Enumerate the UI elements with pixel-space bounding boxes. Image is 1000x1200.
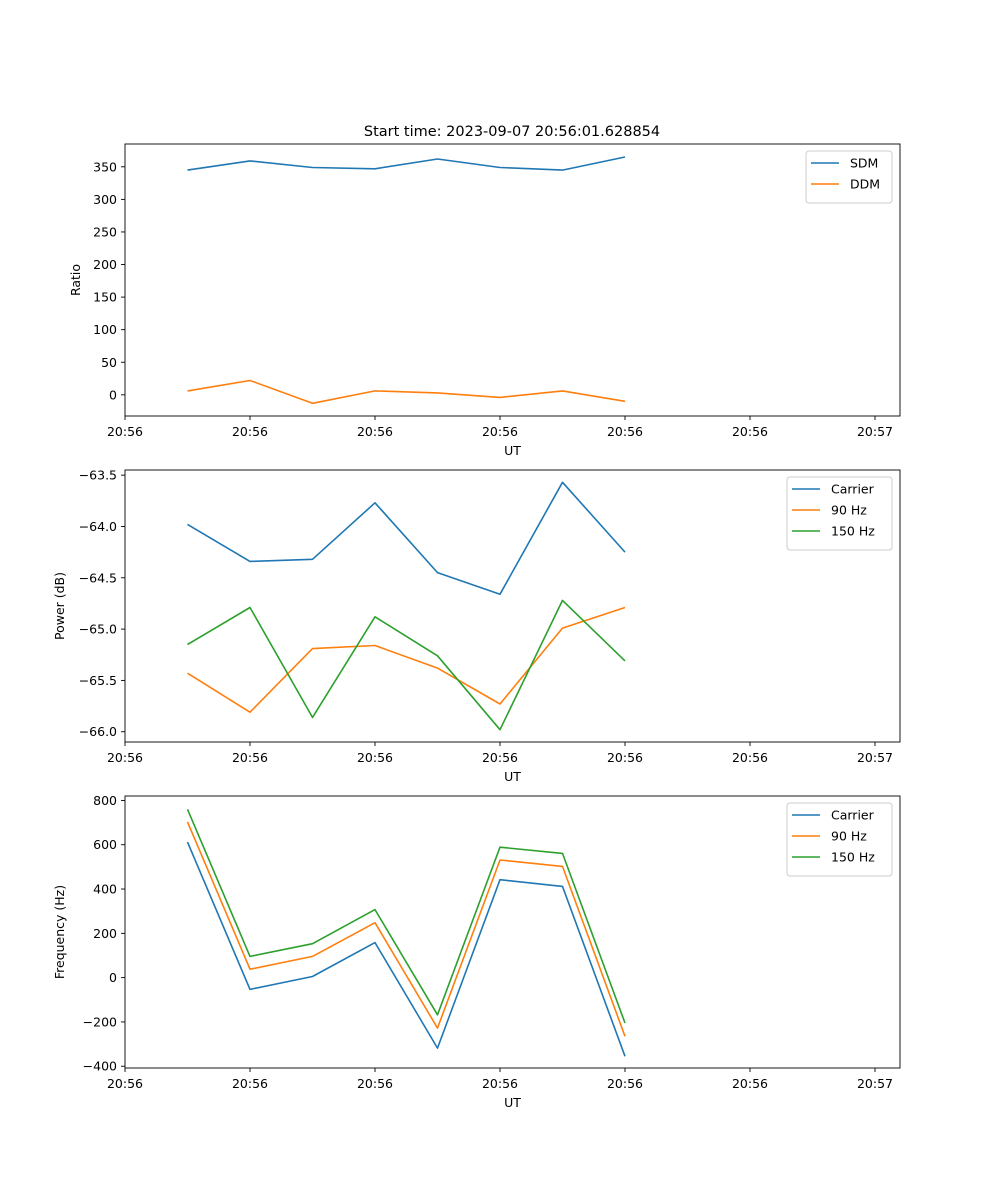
- y-tick-label: 200: [93, 926, 117, 941]
- legend-label-sdm: SDM: [850, 156, 878, 171]
- x-tick-label: 20:56: [607, 424, 643, 439]
- x-tick-label: 20:56: [232, 750, 268, 765]
- y-axis-label: Frequency (Hz): [52, 885, 67, 979]
- x-tick-label: 20:56: [607, 750, 643, 765]
- x-axis-label: UT: [504, 769, 521, 784]
- series-line-150-hz: [187, 599, 626, 731]
- y-tick-label: 200: [93, 257, 117, 272]
- y-axis-label: Power (dB): [52, 572, 67, 640]
- power-subplot: 20:56 20:56 20:56 20:56 20:56 20:56 20:57 UT −66…: [52, 468, 901, 784]
- x-tick-label: 20:57: [857, 1076, 893, 1091]
- x-tick-label: 20:56: [732, 750, 768, 765]
- y-tick-label: −65.0: [79, 622, 117, 637]
- x-tick-label: 20:56: [732, 424, 768, 439]
- x-axis-label: UT: [504, 1095, 521, 1110]
- y-axis-label: Ratio: [68, 264, 83, 296]
- y-tick-label: 100: [93, 322, 117, 337]
- y-tick-label: −400: [83, 1059, 117, 1074]
- x-tick-label: 20:56: [232, 424, 268, 439]
- y-tick-label: −63.5: [79, 468, 117, 483]
- y-tick-label: 250: [93, 224, 117, 239]
- legend: SDM DDM: [805, 150, 893, 204]
- legend-label-150-hz: 150 Hz: [831, 850, 875, 865]
- x-tick-label: 20:56: [357, 750, 393, 765]
- legend: Carrier 90 Hz 150 Hz: [786, 802, 893, 877]
- legend-label-90-hz: 90 Hz: [831, 503, 867, 518]
- series-line-carrier: [186, 841, 626, 1057]
- y-tick-label: 0: [109, 970, 117, 985]
- x-tick-label: 20:56: [232, 1076, 268, 1091]
- series-line-90-hz: [187, 606, 626, 714]
- series-line-sdm: [187, 156, 626, 171]
- axes-frame: [124, 469, 901, 743]
- axes-frame: [124, 795, 901, 1069]
- frequency-subplot: 20:56 20:56 20:56 20:56 20:56 20:56 20:57 UT −40…: [52, 793, 901, 1110]
- figure-title: Start time: 2023-09-07 20:56:01.628854: [364, 124, 660, 140]
- x-tick-label: 20:56: [107, 424, 143, 439]
- y-tick-label: 350: [93, 159, 117, 174]
- x-tick-label: 20:57: [857, 424, 893, 439]
- ratio-subplot: 20:56 20:56 20:56 20:56 20:56 20:56 20:57 UT 0 50…: [68, 143, 901, 458]
- y-tick-label: 50: [101, 355, 117, 370]
- series-line-150-hz: [186, 808, 626, 1024]
- legend: Carrier 90 Hz 150 Hz: [786, 476, 893, 551]
- series-line-carrier: [187, 481, 626, 596]
- legend-label-carrier: Carrier: [831, 482, 875, 497]
- x-tick-label: 20:56: [482, 424, 518, 439]
- y-tick-label: 800: [93, 793, 117, 808]
- legend-label-carrier: Carrier: [831, 808, 875, 823]
- y-tick-label: 300: [93, 192, 117, 207]
- legend-label-90-hz: 90 Hz: [831, 829, 867, 844]
- y-tick-label: −65.5: [79, 673, 117, 688]
- series-line-90-hz: [186, 821, 626, 1037]
- y-tick-label: 400: [93, 882, 117, 897]
- axes-frame: [124, 143, 901, 417]
- x-tick-label: 20:56: [482, 750, 518, 765]
- y-tick-label: −64.5: [79, 570, 117, 585]
- y-tick-label: −200: [83, 1014, 117, 1029]
- x-tick-label: 20:56: [357, 1076, 393, 1091]
- x-axis-label: UT: [504, 443, 521, 458]
- y-tick-label: −64.0: [79, 519, 117, 534]
- y-tick-label: 600: [93, 837, 117, 852]
- y-tick-label: 0: [109, 387, 117, 402]
- x-tick-label: 20:56: [607, 1076, 643, 1091]
- y-tick-label: −66.0: [79, 724, 117, 739]
- y-tick-label: 150: [93, 290, 117, 305]
- legend-label-ddm: DDM: [850, 177, 880, 192]
- x-tick-label: 20:56: [482, 1076, 518, 1091]
- series-line-ddm: [187, 379, 626, 405]
- legend-box: [805, 150, 893, 204]
- x-tick-label: 20:56: [107, 750, 143, 765]
- legend-label-150-hz: 150 Hz: [831, 524, 875, 539]
- x-tick-label: 20:57: [857, 750, 893, 765]
- x-tick-label: 20:56: [732, 1076, 768, 1091]
- x-tick-label: 20:56: [107, 1076, 143, 1091]
- x-tick-label: 20:56: [357, 424, 393, 439]
